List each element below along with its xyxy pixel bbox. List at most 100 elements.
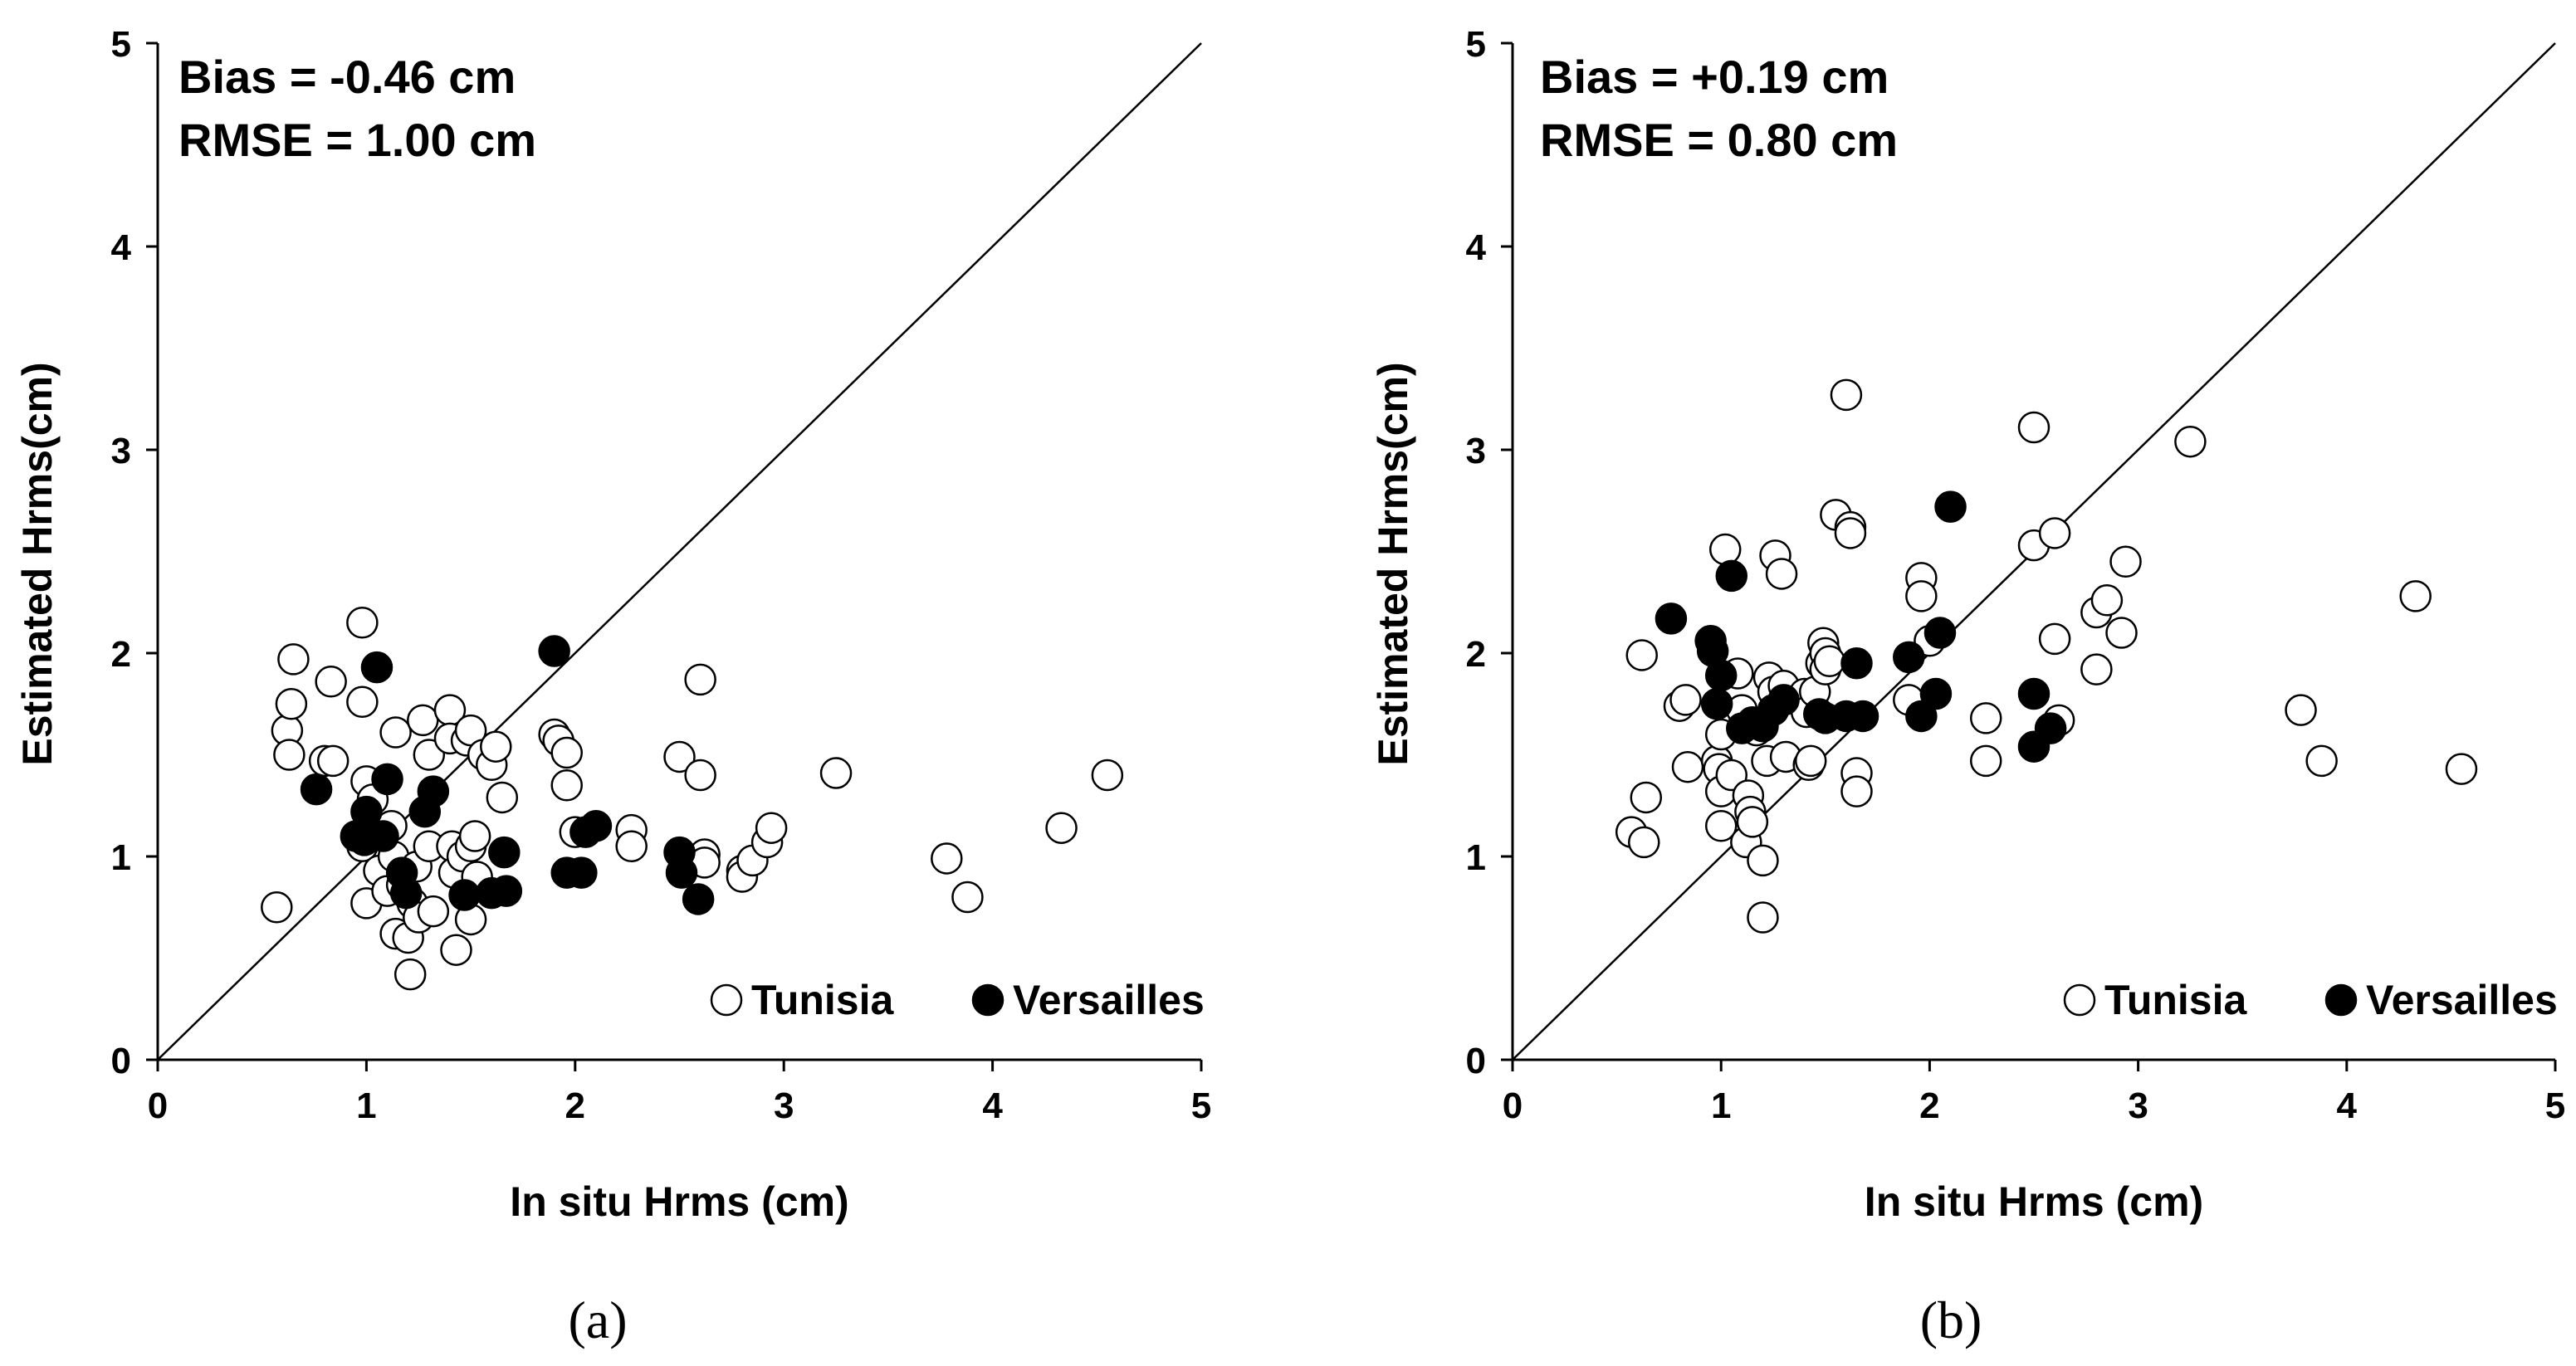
data-point-tunisia: [819, 757, 853, 789]
x-tick-label: 5: [2545, 1085, 2565, 1126]
data-point-versailles: [1934, 490, 1967, 523]
x-axis-label: In situ Hrms (cm): [510, 1178, 848, 1225]
x-tick-label: 2: [565, 1085, 585, 1126]
data-point-tunisia: [1747, 844, 1779, 877]
data-point-tunisia: [480, 730, 512, 763]
data-point-tunisia: [2445, 753, 2478, 785]
data-point-tunisia: [1840, 775, 1873, 807]
annotation-rmse: RMSE = 1.00 cm: [178, 114, 536, 166]
data-point-versailles: [371, 763, 403, 796]
data-point-versailles: [490, 875, 523, 907]
legend-label-versailles: Versailles: [2366, 977, 2558, 1023]
data-point-versailles: [488, 836, 521, 869]
x-tick-label: 5: [1191, 1085, 1211, 1126]
data-point-tunisia: [1708, 533, 1742, 566]
data-point-tunisia: [2038, 622, 2071, 656]
data-point-tunisia: [379, 716, 412, 749]
y-tick-label: 3: [1466, 431, 1486, 471]
y-axis-label: Estimated Hrms(cm): [14, 362, 61, 765]
legend-marker-versailles: [2324, 983, 2358, 1017]
data-point-tunisia: [1794, 744, 1827, 778]
data-point-versailles: [2017, 677, 2051, 710]
data-point-tunisia: [407, 704, 439, 737]
x-tick-label: 3: [774, 1085, 794, 1126]
x-tick-label: 3: [2128, 1085, 2148, 1126]
legend-marker-tunisia: [710, 983, 743, 1017]
data-point-tunisia: [2109, 545, 2142, 578]
data-point-tunisia: [1813, 645, 1846, 678]
data-point-tunisia: [1630, 781, 1663, 814]
y-tick-label: 2: [1466, 634, 1486, 675]
data-point-tunisia: [2038, 517, 2071, 549]
data-point-tunisia: [273, 739, 306, 771]
data-point-tunisia: [1669, 684, 1702, 716]
x-tick-label: 1: [356, 1085, 376, 1126]
data-point-tunisia: [931, 842, 963, 875]
data-point-tunisia: [684, 663, 716, 696]
x-tick-label: 2: [1919, 1085, 1939, 1126]
y-tick-label: 5: [1466, 24, 1486, 65]
x-tick-label: 1: [1711, 1085, 1731, 1126]
annotation-rmse: RMSE = 0.80 cm: [1540, 114, 1898, 166]
data-point-tunisia: [417, 895, 450, 928]
data-point-versailles: [665, 856, 698, 889]
y-tick-label: 5: [111, 24, 131, 65]
legend-label-tunisia: Tunisia: [751, 977, 895, 1023]
data-point-tunisia: [2090, 584, 2124, 617]
chart-panel-b: 0 1 2 3 4 5 0 1 2 3 4 5 In situ Hrms (cm) Estimated H…: [1370, 24, 2565, 1349]
annotation-bias: Bias = +0.19 cm: [1540, 51, 1889, 103]
y-tick-label: 4: [1466, 227, 1487, 268]
data-point-versailles: [1919, 677, 1953, 710]
y-tick-label: 0: [111, 1041, 131, 1081]
data-point-versailles: [367, 820, 399, 852]
data-point-versailles: [448, 879, 481, 911]
data-point-tunisia: [1045, 812, 1078, 844]
data-point-versailles: [300, 773, 333, 806]
data-point-tunisia: [684, 759, 716, 792]
data-point-versailles: [1700, 688, 1733, 720]
data-point-tunisia: [413, 739, 446, 771]
data-point-tunisia: [1091, 759, 1124, 792]
data-point-tunisia: [346, 607, 379, 639]
data-point-versailles: [2034, 712, 2067, 744]
data-point-versailles: [1905, 700, 1938, 733]
data-point-versailles: [1704, 659, 1738, 692]
data-point-tunisia: [2399, 580, 2432, 612]
x-axis-label: In situ Hrms (cm): [1865, 1178, 2203, 1225]
data-point-tunisia: [951, 881, 984, 914]
data-point-tunisia: [275, 688, 308, 720]
y-tick-label: 3: [111, 431, 131, 471]
y-tick-label: 1: [1466, 837, 1486, 878]
x-tick-label: 0: [1503, 1085, 1523, 1126]
data-point-tunisia: [1671, 750, 1704, 783]
annotation-bias: Bias = -0.46 cm: [178, 51, 516, 103]
data-point-tunisia: [1969, 744, 2002, 778]
y-tick-label: 4: [111, 227, 132, 268]
one-to-one-line: [157, 42, 1202, 1061]
chart-panel-a: 0 1 2 3 4 5 0 1 2 3 4 5 In situ Hrms (cm) Estimated H…: [14, 24, 1211, 1349]
y-tick-label: 0: [1466, 1041, 1486, 1081]
data-point-tunisia: [2305, 744, 2338, 778]
data-point-tunisia: [261, 891, 293, 924]
data-point-tunisia: [346, 685, 379, 719]
data-point-tunisia: [1704, 810, 1738, 842]
data-point-tunisia: [1969, 702, 2002, 734]
data-point-tunisia: [1765, 558, 1798, 590]
data-point-tunisia: [550, 736, 583, 769]
data-point-tunisia: [2285, 694, 2317, 726]
data-point-versailles: [565, 856, 598, 889]
data-point-tunisia: [458, 820, 491, 852]
data-point-versailles: [1715, 559, 1748, 593]
data-point-tunisia: [393, 958, 427, 991]
data-point-versailles: [1846, 700, 1879, 733]
data-point-tunisia: [1905, 580, 1938, 612]
y-tick-label: 1: [111, 837, 131, 878]
data-point-versailles: [1923, 617, 1957, 649]
data-point-versailles: [1655, 603, 1688, 635]
data-point-tunisia: [1625, 639, 1658, 671]
data-point-tunisia: [2174, 425, 2207, 458]
x-tick-label: 4: [982, 1085, 1003, 1126]
data-point-tunisia: [1834, 517, 1867, 549]
data-point-versailles: [360, 651, 393, 684]
